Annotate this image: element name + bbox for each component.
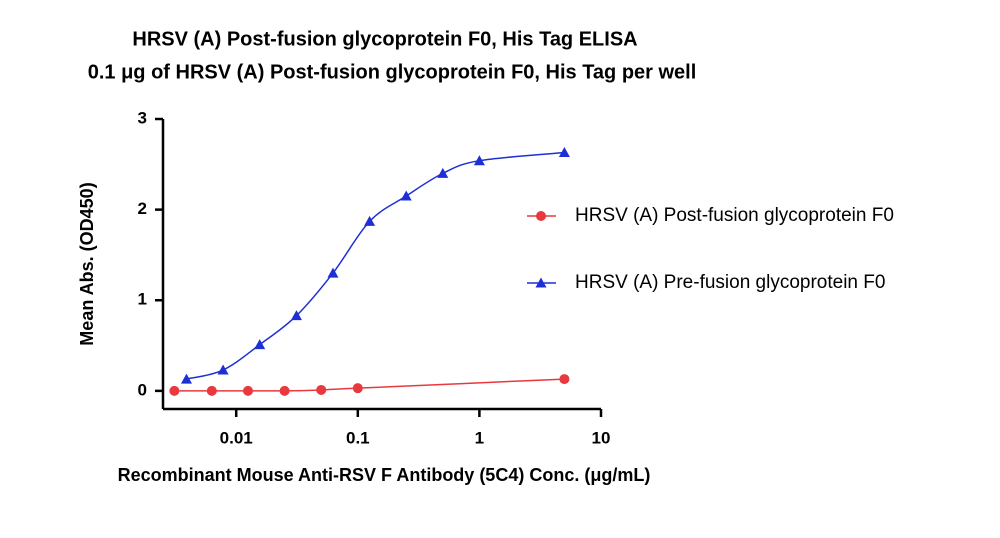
y-tick-label: 2 xyxy=(138,199,147,218)
data-point xyxy=(279,385,290,396)
series-line xyxy=(174,378,565,392)
data-point xyxy=(364,215,376,226)
y-axis-label: Mean Abs. (OD450) xyxy=(77,182,97,345)
series-line xyxy=(186,151,565,380)
y-tick-label: 0 xyxy=(138,380,147,399)
x-tick-label: 0.01 xyxy=(220,428,253,447)
data-point xyxy=(254,339,266,350)
data-point xyxy=(180,373,192,384)
data-point xyxy=(327,267,339,278)
x-tick-label: 10 xyxy=(592,428,611,447)
data-point xyxy=(242,385,253,396)
legend-label: HRSV (A) Post-fusion glycoprotein F0 xyxy=(575,205,894,226)
legend-label: HRSV (A) Pre-fusion glycoprotein F0 xyxy=(575,272,885,293)
legend-marker xyxy=(535,277,547,288)
data-point xyxy=(290,310,302,321)
data-point xyxy=(206,385,217,396)
data-point xyxy=(558,147,570,158)
data-point xyxy=(169,385,180,396)
y-tick-label: 1 xyxy=(138,290,147,309)
x-tick-label: 0.1 xyxy=(346,428,370,447)
data-point xyxy=(217,364,229,375)
chart-title: HRSV (A) Post-fusion glycoprotein F0, Hi… xyxy=(132,28,637,50)
data-point xyxy=(437,167,449,178)
x-axis-label: Recombinant Mouse Anti-RSV F Antibody (5… xyxy=(118,465,651,485)
data-point xyxy=(473,155,485,166)
data-point xyxy=(559,374,570,385)
data-point xyxy=(352,383,363,394)
data-point xyxy=(400,190,412,201)
data-point xyxy=(316,384,327,395)
x-tick-label: 1 xyxy=(475,428,484,447)
legend-marker xyxy=(536,211,546,221)
chart-subtitle: 0.1 μg of HRSV (A) Post-fusion glycoprot… xyxy=(88,61,697,83)
y-tick-label: 3 xyxy=(138,108,147,127)
